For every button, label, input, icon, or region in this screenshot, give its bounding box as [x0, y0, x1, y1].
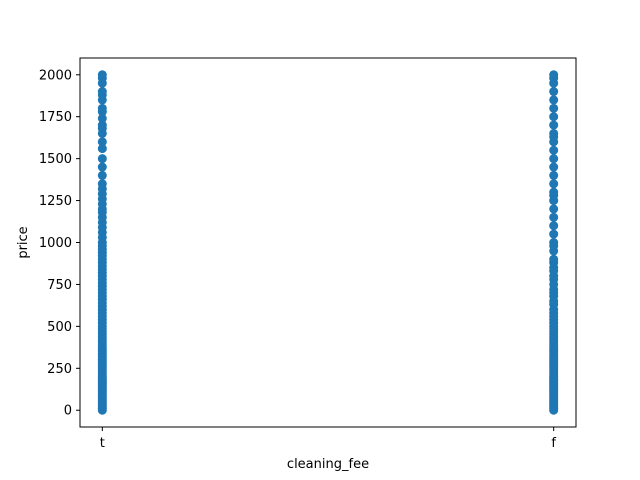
- data-point-f-69: [549, 170, 559, 180]
- x-tick-label-t: t: [100, 436, 105, 451]
- y-axis: 0 250 500 750 1000 1250 1500 1750 2000: [39, 68, 80, 419]
- data-point-t-91: [97, 87, 107, 97]
- data-point-t-88: [97, 103, 107, 113]
- data-point-f-76: [549, 120, 559, 130]
- data-point-f-75: [549, 128, 559, 138]
- data-point-f-62: [549, 221, 559, 231]
- y-tick-label-3: 750: [47, 278, 72, 293]
- data-point-t-86: [97, 113, 107, 123]
- x-tick-label-f: f: [551, 436, 556, 451]
- y-tick-label-7: 1750: [39, 110, 72, 125]
- data-point-t-82: [97, 137, 107, 147]
- data-point-f-80: [549, 87, 559, 97]
- data-point-t-78: [97, 170, 107, 180]
- data-point-f-61: [549, 229, 559, 239]
- y-tick-label-0: 0: [64, 404, 72, 419]
- x-axis-label: cleaning_fee: [287, 457, 369, 472]
- data-point-f-57: [549, 254, 559, 264]
- data-point-f-83: [549, 70, 559, 80]
- y-tick-label-6: 1500: [39, 152, 72, 167]
- y-tick-label-5: 1250: [39, 194, 72, 209]
- data-point-f-77: [549, 112, 559, 122]
- data-point-f-70: [549, 162, 559, 172]
- y-tick-label-2: 500: [47, 320, 72, 335]
- y-tick-label-1: 250: [47, 362, 72, 377]
- y-tick-label-8: 2000: [39, 68, 72, 83]
- data-point-f-68: [549, 179, 559, 189]
- y-tick-label-4: 1000: [39, 236, 72, 251]
- data-point-f-63: [549, 212, 559, 222]
- data-point-t-94: [97, 70, 107, 80]
- data-point-f-67: [549, 187, 559, 197]
- data-point-f-79: [549, 95, 559, 105]
- data-point-t-85: [97, 120, 107, 130]
- data-point-f-78: [549, 103, 559, 113]
- plot-frame: [79, 57, 577, 428]
- scatter-points: [97, 70, 559, 415]
- y-axis-label: price: [16, 226, 31, 258]
- data-point-t-77: [97, 179, 107, 189]
- data-point-f-71: [549, 154, 559, 164]
- data-point-t-79: [97, 162, 107, 172]
- data-point-f-72: [549, 145, 559, 155]
- data-point-t-81: [97, 144, 107, 154]
- data-point-t-80: [97, 154, 107, 164]
- data-point-f-60: [549, 238, 559, 247]
- data-point-f-64: [549, 204, 559, 214]
